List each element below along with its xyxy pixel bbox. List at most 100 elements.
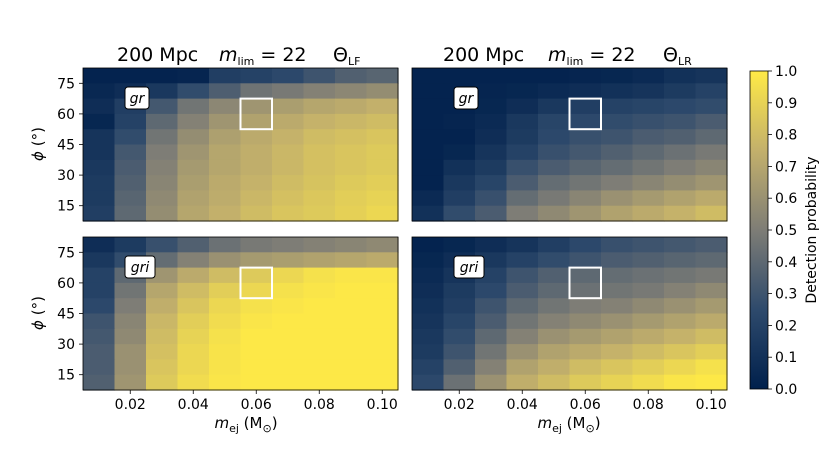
- heatmap-cell: [177, 282, 210, 299]
- heatmap-cell: [303, 267, 336, 284]
- heatmap-cell: [632, 359, 665, 376]
- heatmap-cell: [412, 83, 445, 100]
- heatmap-cell: [335, 252, 368, 269]
- heatmap-cell: [695, 144, 728, 161]
- heatmap-cell: [335, 129, 368, 146]
- heatmap-cell: [335, 328, 368, 345]
- heatmap-cell: [412, 190, 445, 207]
- heatmap-cell: [209, 313, 242, 330]
- heatmap-cell: [366, 252, 399, 269]
- heatmap-cell: [412, 144, 445, 161]
- x-label-unit-sub: ⊙: [585, 422, 594, 435]
- heatmap-cell: [177, 328, 210, 345]
- heatmap-cell: [83, 252, 116, 269]
- heatmap-cell: [366, 205, 399, 222]
- heatmap-cell: [601, 190, 634, 207]
- heatmap-cell: [443, 237, 476, 253]
- colorbar: [749, 70, 769, 390]
- heatmap-cell: [695, 267, 728, 284]
- heatmap-cell: [475, 113, 508, 130]
- heatmap-cell: [632, 344, 665, 360]
- title-theta-main: Θ: [663, 44, 678, 66]
- heatmap-cell: [240, 267, 273, 284]
- heatmap-cell: [146, 205, 179, 222]
- heatmap-cell: [114, 159, 147, 176]
- heatmap-cell: [695, 252, 728, 269]
- title-mlim-sub: lim: [238, 55, 255, 68]
- heatmap-cell: [664, 175, 697, 191]
- heatmap-cell: [664, 328, 697, 345]
- heatmap-cell: [146, 374, 179, 391]
- heatmap-cell: [335, 267, 368, 284]
- heatmap-cell: [506, 298, 539, 315]
- heatmap-cell: [632, 252, 665, 269]
- x-axis-label-left: mej (M⊙): [214, 414, 277, 435]
- heatmap-cell: [272, 344, 305, 360]
- heatmap-cell: [569, 68, 602, 84]
- heatmap-cell: [146, 344, 179, 360]
- heatmap-cell: [303, 374, 336, 391]
- heatmap-cell: [412, 68, 445, 84]
- heatmap-cell: [177, 98, 210, 115]
- heatmap-cell: [83, 374, 116, 391]
- heatmap-cell: [412, 344, 445, 360]
- heatmap-cell: [335, 205, 368, 222]
- heatmap-cell: [601, 298, 634, 315]
- heatmap-cell: [272, 237, 305, 253]
- y-label-main: ϕ: [29, 320, 47, 330]
- heatmap-cell: [538, 237, 571, 253]
- x-tick-label: 0.10: [367, 397, 398, 413]
- heatmap-cell: [83, 190, 116, 207]
- heatmap-cell: [664, 205, 697, 222]
- heatmap-cell: [601, 237, 634, 253]
- heatmap-cell: [366, 344, 399, 360]
- colorbar-tick-label: 0.9: [775, 96, 797, 112]
- heatmap-cell: [240, 252, 273, 269]
- heatmap-cell: [366, 159, 399, 176]
- heatmap-cell: [695, 298, 728, 315]
- heatmap-cell: [272, 252, 305, 269]
- heatmap-cell: [538, 267, 571, 284]
- heatmap-cell: [443, 282, 476, 299]
- heatmap-cell: [664, 113, 697, 130]
- y-tick-label: 60: [57, 107, 75, 123]
- heatmap-cell: [506, 282, 539, 299]
- heatmap-cell: [538, 68, 571, 84]
- heatmap-cell: [272, 313, 305, 330]
- heatmap-cell: [114, 175, 147, 191]
- heatmap-cell: [538, 344, 571, 360]
- heatmap-cell: [601, 328, 634, 345]
- heatmap-cell: [632, 205, 665, 222]
- x-label-main: m: [214, 414, 229, 432]
- heatmap-cell: [443, 359, 476, 376]
- title-mlim-main: m: [219, 44, 238, 66]
- heatmap-cell: [114, 68, 147, 84]
- filter-tag-box: [453, 86, 479, 110]
- heatmap-cell: [209, 374, 242, 391]
- heatmap-cell: [303, 159, 336, 176]
- heatmap-cell: [443, 374, 476, 391]
- heatmap-cell: [335, 113, 368, 130]
- heatmap-cell: [83, 113, 116, 130]
- heatmap-cell: [303, 190, 336, 207]
- heatmap-cell: [443, 68, 476, 84]
- heatmap-cell: [366, 83, 399, 100]
- heatmap-cell: [695, 344, 728, 360]
- x-tick-label: 0.10: [696, 397, 727, 413]
- heatmap-cell: [272, 359, 305, 376]
- heatmap-cell: [506, 237, 539, 253]
- heatmap-cell: [601, 359, 634, 376]
- heatmap-cell: [664, 344, 697, 360]
- heatmap-cell: [209, 267, 242, 284]
- heatmap-cell: [475, 205, 508, 222]
- heatmap-cell: [303, 313, 336, 330]
- heatmap-cell: [83, 328, 116, 345]
- heatmap-cell: [335, 313, 368, 330]
- heatmap-cell: [272, 267, 305, 284]
- heatmap-cell: [538, 298, 571, 315]
- heatmap-cell: [146, 237, 179, 253]
- heatmap-cell: [366, 113, 399, 130]
- heatmap-cell: [177, 159, 210, 176]
- heatmap-cell: [664, 359, 697, 376]
- heatmap-cell: [506, 190, 539, 207]
